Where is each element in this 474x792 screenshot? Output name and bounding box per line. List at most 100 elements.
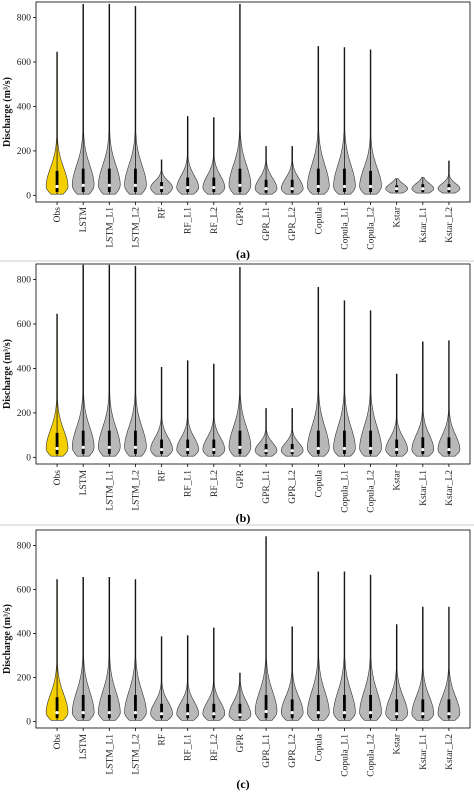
x-tick-label: GPR_L1	[262, 207, 272, 241]
violin-box	[369, 430, 372, 454]
violin-median	[107, 445, 111, 449]
violin-median	[81, 183, 85, 187]
violin-box	[290, 699, 294, 719]
violin-box	[81, 695, 85, 719]
violin-median	[447, 712, 451, 716]
x-tick-label: Kstar_L2	[445, 734, 455, 770]
x-tick-label: GPR	[236, 206, 246, 225]
x-tick-label: Kstar	[393, 206, 403, 227]
x-tick-label: LSTM_L2	[131, 470, 141, 511]
violin-box	[447, 699, 451, 719]
x-tick-label: Kstar_L2	[445, 470, 455, 506]
violin-box	[55, 432, 59, 454]
x-tick-label: LSTM_L1	[105, 734, 115, 775]
plot-frame	[35, 1, 471, 203]
violin-median	[81, 445, 85, 449]
y-tick-label: 0	[26, 453, 31, 463]
violin-median	[421, 712, 425, 716]
violin-median	[55, 184, 59, 189]
plot-frame	[35, 529, 471, 729]
violin-box	[212, 177, 216, 192]
violin-median	[395, 187, 399, 191]
x-tick-label: Copula_L2	[367, 207, 377, 250]
violin-box	[369, 695, 372, 719]
violin-median	[264, 709, 268, 714]
x-tick-label: GPR	[236, 469, 246, 488]
violin-median	[342, 184, 347, 189]
violin-median	[368, 184, 373, 189]
x-tick-label: GPR	[236, 733, 246, 752]
x-tick-label: Copula_L1	[340, 207, 350, 250]
violin-median	[133, 711, 138, 715]
violin-box	[107, 430, 111, 454]
chart-panel-1: 0 200 400 600 800 Discharge (m³/s) Obs LSTM LSTM…	[0, 1, 474, 262]
x-tick-label: GPR_L1	[262, 734, 272, 768]
violin-box	[55, 697, 59, 719]
violin-box	[316, 695, 320, 719]
y-tick-label: 800	[17, 276, 32, 286]
violin-median	[395, 712, 399, 716]
x-tick-label: RF_L1	[184, 734, 194, 761]
x-tick-label: Copula_L1	[340, 734, 350, 777]
violin-median	[186, 447, 190, 452]
violin-median	[133, 445, 138, 449]
x-tick-label: RF_L1	[184, 470, 194, 497]
violin-box	[238, 430, 242, 454]
violin-box	[264, 444, 268, 454]
x-tick-label: RF_L2	[210, 207, 220, 234]
x-tick-label: RF	[158, 734, 168, 746]
violin-box	[238, 703, 242, 719]
violin-median	[55, 711, 59, 715]
violin-box	[134, 430, 137, 454]
violin-box	[447, 437, 451, 454]
violin-box	[81, 168, 85, 192]
x-tick-label: GPR_L2	[288, 470, 298, 504]
x-tick-label: GPR_L1	[262, 470, 272, 504]
violin-box	[81, 430, 85, 454]
x-tick-label: Kstar_L1	[419, 734, 429, 770]
violin-median	[159, 447, 164, 452]
violin-median	[421, 187, 425, 191]
y-tick-label: 400	[17, 364, 32, 374]
x-tick-label: RF	[158, 470, 168, 482]
x-tick-label: Copula_L1	[340, 470, 350, 513]
y-tick-label: 0	[26, 191, 31, 201]
violin-box	[316, 168, 320, 192]
violin-box	[212, 703, 216, 719]
violin-median	[290, 187, 294, 191]
violin-box	[290, 444, 294, 454]
violin-median	[107, 183, 111, 187]
y-tick-label: 200	[17, 147, 32, 157]
x-tick-label: LSTM	[79, 469, 89, 495]
violin-median	[133, 183, 138, 187]
violin-median	[264, 187, 268, 191]
violin-box	[343, 430, 346, 454]
violin-median	[421, 447, 425, 452]
x-tick-label: Kstar	[393, 733, 403, 754]
plot-frame	[35, 263, 471, 465]
y-tick-label: 600	[17, 58, 32, 68]
x-tick-label: RF_L2	[210, 470, 220, 497]
violin-median	[107, 711, 111, 715]
x-tick-label: GPR_L2	[288, 207, 298, 241]
violin-box	[160, 439, 163, 454]
x-tick-label: Kstar_L1	[419, 207, 429, 243]
violin-median	[368, 711, 373, 715]
violin-box	[107, 695, 111, 719]
violin-box	[395, 439, 399, 454]
violin-box	[186, 439, 190, 454]
x-tick-label: Copula	[314, 206, 324, 234]
violin-median	[316, 711, 320, 715]
y-tick-label: 0	[26, 717, 31, 727]
violin-median	[159, 185, 164, 190]
violin-median	[342, 711, 347, 715]
x-tick-label: Kstar_L2	[445, 207, 455, 243]
violin-box	[395, 699, 399, 719]
x-tick-label: Obs	[53, 207, 63, 223]
violin-box	[421, 437, 425, 454]
x-tick-label: Copula	[314, 733, 324, 761]
violin-median	[238, 183, 242, 187]
violin-median	[316, 184, 320, 189]
violin-box	[343, 695, 346, 719]
x-tick-label: Obs	[53, 470, 63, 486]
